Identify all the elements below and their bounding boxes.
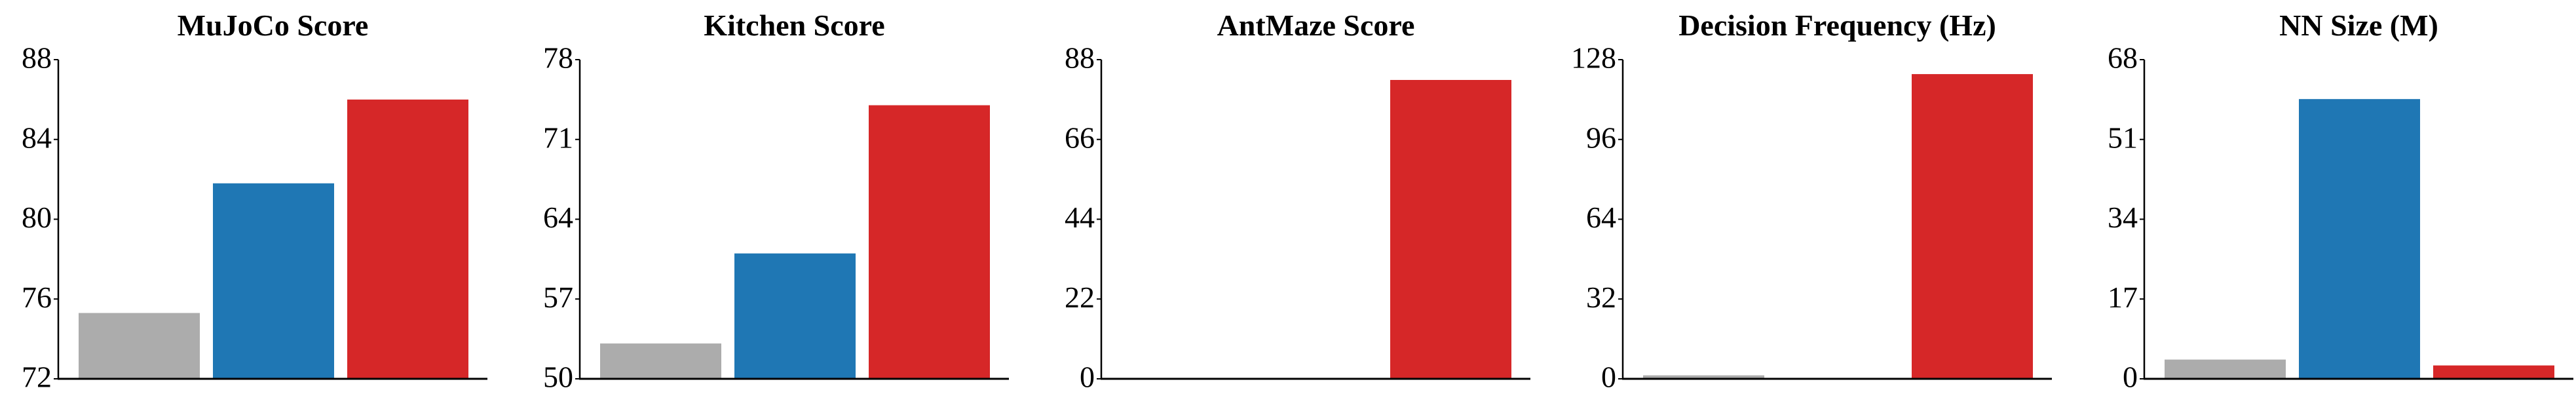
y-tick-label: 71: [543, 121, 573, 154]
y-tick-label: 128: [1571, 41, 1616, 75]
bar: [734, 253, 856, 379]
subplot-1: MuJoCo Score 72 76 80 84 88: [22, 9, 487, 394]
y-tick-label: 84: [22, 121, 52, 154]
subplot-title: AntMaze Score: [1217, 9, 1415, 42]
subplot-5: NN Size (M) 0 17 34 51 68: [2108, 9, 2573, 394]
subplot-2: Kitchen Score 50 57 64 71 78: [543, 9, 1009, 394]
y-tick-label: 0: [2123, 360, 2138, 394]
y-tick-label: 51: [2108, 121, 2138, 154]
y-tick-label: 0: [1080, 360, 1095, 394]
y-tick-label: 96: [1586, 121, 1616, 154]
subplot-title: MuJoCo Score: [178, 9, 369, 42]
bar: [2299, 99, 2420, 379]
y-tick-label: 68: [2108, 41, 2138, 75]
bar: [79, 313, 200, 379]
subplot-4: Decision Frequency (Hz) 0 32 64 96 128: [1571, 9, 2052, 394]
bar: [2433, 365, 2554, 379]
bar: [347, 99, 468, 379]
y-tick-label: 34: [2108, 201, 2138, 234]
y-tick-label: 66: [1065, 121, 1095, 154]
y-tick-label: 88: [22, 41, 52, 75]
y-tick-label: 44: [1065, 201, 1095, 234]
y-tick-label: 50: [543, 360, 573, 394]
bar: [1912, 74, 2033, 379]
y-tick-label: 80: [22, 201, 52, 234]
bar: [869, 105, 990, 379]
y-tick-label: 57: [543, 281, 573, 314]
bar: [600, 343, 721, 379]
y-tick-label: 22: [1065, 281, 1095, 314]
y-tick-label: 17: [2108, 281, 2138, 314]
y-tick-label: 78: [543, 41, 573, 75]
y-tick-label: 32: [1586, 281, 1616, 314]
subplot-3: AntMaze Score 0 22 44 66 88: [1065, 9, 1530, 394]
subplot-title: Decision Frequency (Hz): [1678, 9, 1996, 42]
y-tick-label: 72: [22, 360, 52, 394]
bar: [1643, 375, 1764, 379]
subplot-title: Kitchen Score: [704, 9, 884, 42]
y-tick-label: 64: [543, 201, 573, 234]
y-tick-label: 0: [1601, 360, 1616, 394]
bar: [2165, 359, 2286, 379]
y-tick-label: 64: [1586, 201, 1616, 234]
subplot-title: NN Size (M): [2279, 9, 2438, 42]
bar: [1390, 79, 1511, 379]
y-tick-label: 88: [1065, 41, 1095, 75]
bar: [213, 183, 334, 379]
y-tick-label: 76: [22, 281, 52, 314]
